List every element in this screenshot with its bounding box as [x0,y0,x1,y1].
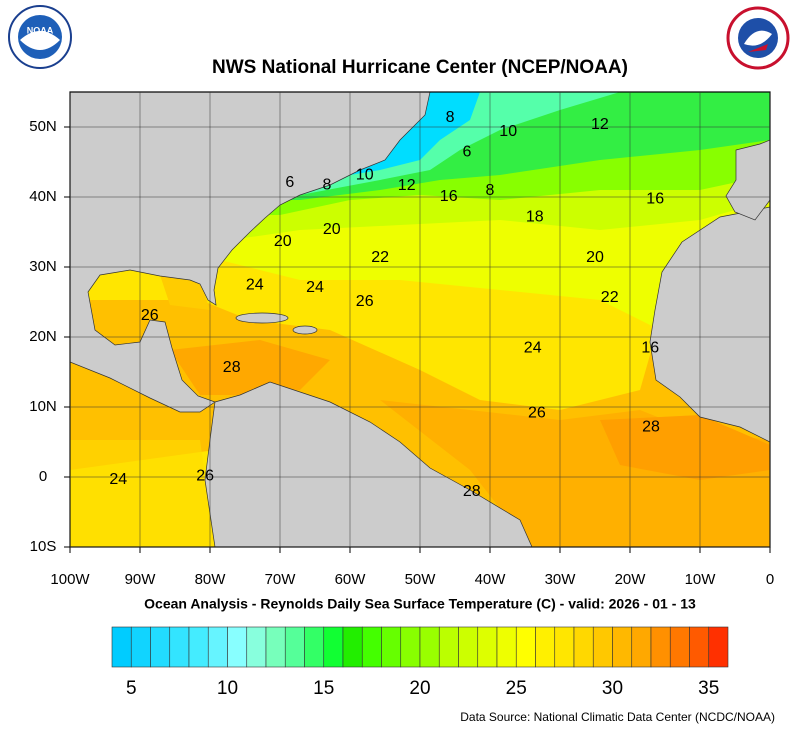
contour-label: 24 [246,276,264,293]
colorbar-cell [400,626,421,668]
x-tick-label: 60W [335,571,367,588]
x-tick-label: 70W [265,571,297,588]
colorbar-cell [496,626,517,668]
colorbar-cell [227,626,248,668]
contour-label: 16 [440,188,458,205]
colorbar-cell [419,626,440,668]
colorbar-cell [535,626,556,668]
colorbar-cell [631,626,652,668]
contour-label: 6 [285,174,294,191]
nws-logo [726,6,790,70]
x-tick-label: 90W [125,571,157,588]
y-tick-label: 20N [29,328,57,345]
colorbar-cell [458,626,479,668]
contour-label: 8 [446,109,455,126]
y-tick-label: 10S [30,538,57,555]
x-tick-label: 10W [685,571,717,588]
contour-label: 8 [322,176,331,193]
colorbar-tick-label: 20 [409,678,430,699]
x-tick-label: 40W [475,571,507,588]
colorbar-cell [708,626,729,668]
contour-label: 18 [526,209,544,226]
contour-label: 28 [642,419,660,436]
y-tick-label: 50N [29,118,57,135]
contour-label: 28 [223,359,241,376]
contour-label: 10 [356,167,374,184]
colorbar-cell [150,626,171,668]
contour-label: 10 [499,123,517,140]
contour-label: 26 [356,293,374,310]
colorbar-tick-label: 35 [698,678,719,699]
colorbar-cell [438,626,459,668]
colorbar-cell [188,626,209,668]
colorbar-cell [207,626,228,668]
contour-label: 8 [486,182,495,199]
colorbar-cell [554,626,575,668]
contour-label: 24 [306,279,324,296]
contour-label: 20 [323,221,341,238]
colorbar-tick-label: 30 [602,678,623,699]
colorbar-cell [342,626,363,668]
noaa-logo: NOAA [8,5,72,69]
contour-label: 28 [463,483,481,500]
x-tick-label: 0 [766,571,774,588]
contour-label: 20 [586,249,604,266]
colorbar-cell [515,626,536,668]
y-tick-label: 40N [29,188,57,205]
colorbar-cell [612,626,633,668]
contour-label: 24 [109,471,127,488]
colorbar-cell [284,626,305,668]
y-tick-label: 0 [39,468,47,485]
contour-label: 26 [528,405,546,422]
contour-label: 16 [641,339,659,356]
colorbar-cell [650,626,671,668]
colorbar-cell [111,626,132,668]
svg-text:NOAA: NOAA [27,25,54,35]
colorbar-cell [246,626,267,668]
colorbar-cell [592,626,613,668]
colorbar-tick-label: 15 [313,678,334,699]
colorbar-cell [361,626,382,668]
colorbar-cell [169,626,190,668]
x-tick-label: 100W [50,571,90,588]
colorbar-cell [265,626,286,668]
colorbar-cell [477,626,498,668]
land [70,92,770,547]
contour-label: 20 [274,233,292,250]
contour-label: 24 [524,339,542,356]
colorbar-cell [669,626,690,668]
contour-label: 6 [462,143,471,160]
title: NWS National Hurricane Center (NCEP/NOAA… [212,57,628,78]
contour-label: 16 [646,190,664,207]
colorbar-cell [381,626,402,668]
contour-label: 26 [196,468,214,485]
y-tick-label: 30N [29,258,57,275]
x-tick-label: 30W [545,571,577,588]
colorbar-tick-label: 25 [506,678,527,699]
colorbar-cell [689,626,710,668]
colorbar-tick-label: 10 [217,678,238,699]
data-source: Data Source: National Climatic Data Cent… [460,710,775,724]
subtitle: Ocean Analysis - Reynolds Daily Sea Surf… [144,596,696,612]
y-tick-label: 10N [29,398,57,415]
contour-label: 22 [601,289,619,306]
x-tick-label: 80W [195,571,227,588]
colorbar-tick-label: 5 [126,678,137,699]
colorbar-cell [304,626,325,668]
contour-label: 26 [141,307,159,324]
contour-label: 12 [398,177,416,194]
x-tick-label: 20W [615,571,647,588]
colorbar-cell [573,626,594,668]
x-tick-label: 50W [405,571,437,588]
colorbar-cell [130,626,151,668]
contour-label: 22 [371,249,389,266]
contour-label: 12 [591,116,609,133]
colorbar-cell [323,626,344,668]
